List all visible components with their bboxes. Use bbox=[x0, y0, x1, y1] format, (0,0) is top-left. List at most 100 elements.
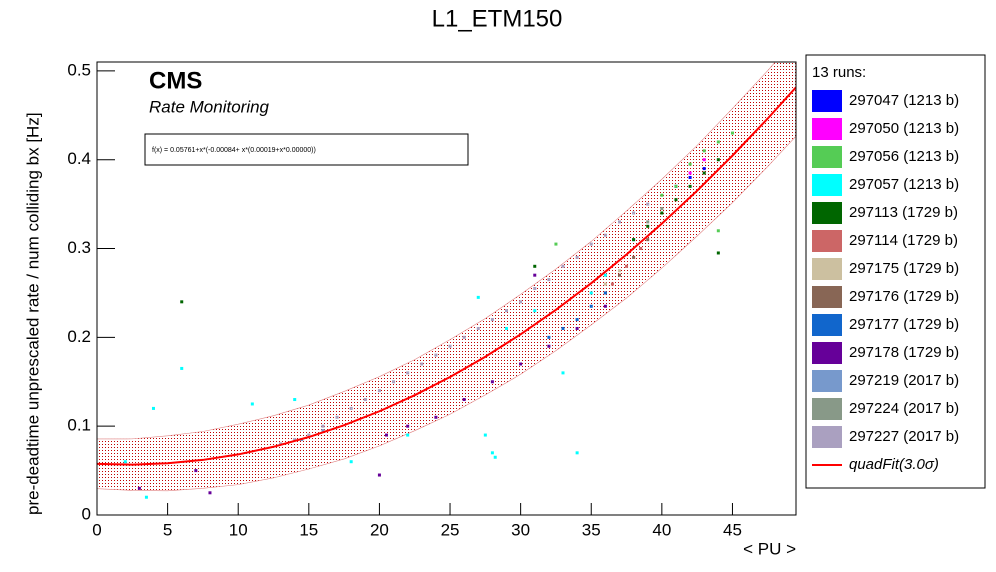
data-point bbox=[406, 424, 410, 428]
data-point bbox=[420, 362, 424, 366]
data-point bbox=[250, 402, 254, 406]
data-point bbox=[702, 149, 706, 153]
data-point bbox=[561, 326, 565, 330]
legend-label: 297178 (1729 b) bbox=[849, 344, 959, 361]
data-point bbox=[519, 300, 523, 304]
data-point bbox=[533, 287, 537, 290]
data-point bbox=[575, 255, 579, 259]
legend-label: 297057 (1213 b) bbox=[849, 176, 959, 193]
x-tick-label: 0 bbox=[92, 520, 101, 539]
data-point bbox=[462, 335, 466, 339]
legend-swatch bbox=[812, 202, 842, 224]
data-point bbox=[646, 202, 650, 206]
data-point bbox=[363, 398, 367, 402]
data-point bbox=[639, 247, 643, 251]
x-tick-label: 40 bbox=[652, 520, 671, 539]
chart-title: L1_ETM150 bbox=[432, 5, 563, 32]
data-point bbox=[617, 220, 621, 224]
data-point bbox=[603, 304, 607, 308]
data-point bbox=[688, 184, 692, 188]
data-point bbox=[547, 278, 551, 282]
data-point bbox=[660, 211, 664, 215]
data-point bbox=[660, 193, 664, 197]
data-point bbox=[123, 460, 127, 464]
data-point bbox=[716, 229, 720, 233]
y-tick-label: 0.3 bbox=[67, 238, 91, 257]
data-point bbox=[349, 406, 353, 410]
legend-label: 297056 (1213 b) bbox=[849, 148, 959, 165]
data-point bbox=[674, 198, 678, 202]
x-tick-label: 25 bbox=[441, 520, 460, 539]
plot-frame bbox=[96, 61, 797, 516]
data-point bbox=[335, 415, 339, 419]
legend-swatch bbox=[812, 146, 842, 168]
data-point bbox=[575, 451, 579, 455]
x-tick-label: 30 bbox=[511, 520, 530, 539]
legend-label: 297047 (1213 b) bbox=[849, 92, 959, 109]
fit-formula: f(x) = 0.05761+x*(-0.00084+ x*(0.00019+x… bbox=[152, 147, 316, 154]
data-point bbox=[589, 291, 593, 295]
x-tick-label: 5 bbox=[163, 520, 172, 539]
data-point bbox=[603, 273, 607, 277]
data-point bbox=[547, 344, 551, 348]
data-point bbox=[589, 304, 593, 308]
data-point bbox=[533, 309, 537, 313]
data-point bbox=[554, 242, 558, 246]
data-point bbox=[730, 131, 734, 135]
data-point bbox=[490, 380, 494, 384]
legend-swatch bbox=[812, 230, 842, 252]
data-point bbox=[561, 371, 565, 375]
data-point bbox=[716, 158, 720, 162]
data-point bbox=[575, 318, 579, 322]
data-point bbox=[646, 220, 650, 224]
data-point bbox=[307, 433, 311, 437]
data-point bbox=[702, 158, 706, 162]
data-point bbox=[377, 473, 381, 477]
x-tick-label: 15 bbox=[299, 520, 318, 539]
data-point bbox=[632, 211, 636, 215]
data-point bbox=[377, 389, 381, 393]
data-point bbox=[575, 326, 579, 330]
legend-label: 297224 (2017 b) bbox=[849, 400, 959, 417]
subtitle: Rate Monitoring bbox=[149, 97, 270, 116]
data-point bbox=[688, 162, 692, 166]
y-tick-label: 0.5 bbox=[67, 60, 91, 79]
x-tick-label: 10 bbox=[229, 520, 248, 539]
y-tick-label: 0.4 bbox=[67, 149, 91, 168]
data-point bbox=[716, 140, 720, 144]
legend-label: 297177 (1729 b) bbox=[849, 316, 959, 333]
y-tick-label: 0 bbox=[82, 504, 91, 523]
data-point bbox=[490, 318, 494, 322]
data-point bbox=[392, 380, 396, 384]
data-point bbox=[702, 171, 706, 175]
y-tick-label: 0.1 bbox=[67, 416, 91, 435]
legend-label: 297176 (1729 b) bbox=[849, 288, 959, 305]
data-point bbox=[384, 433, 388, 437]
data-point bbox=[434, 415, 438, 419]
data-point bbox=[406, 371, 410, 375]
fit-curve bbox=[97, 86, 796, 466]
legend-swatch bbox=[812, 370, 842, 392]
legend-swatch bbox=[812, 426, 842, 448]
data-point bbox=[617, 269, 621, 273]
x-tick-label: 45 bbox=[723, 520, 742, 539]
formula-box bbox=[144, 133, 469, 166]
data-point bbox=[151, 406, 155, 410]
legend-label: 297175 (1729 b) bbox=[849, 260, 959, 277]
data-point bbox=[674, 184, 678, 188]
data-point bbox=[194, 469, 198, 473]
data-point bbox=[632, 238, 636, 242]
y-axis-label: pre-deadtime unprescaled rate / num coll… bbox=[23, 112, 42, 515]
legend-swatch bbox=[812, 398, 842, 420]
legend-swatch bbox=[812, 258, 842, 280]
legend-swatch bbox=[812, 174, 842, 196]
y-tick-label: 0.2 bbox=[67, 327, 91, 346]
data-point bbox=[448, 344, 452, 348]
data-point bbox=[483, 433, 487, 437]
data-point bbox=[321, 424, 325, 428]
legend-label: 297227 (2017 b) bbox=[849, 428, 959, 445]
data-point bbox=[617, 273, 621, 277]
data-point bbox=[180, 366, 184, 370]
data-point bbox=[137, 486, 141, 490]
